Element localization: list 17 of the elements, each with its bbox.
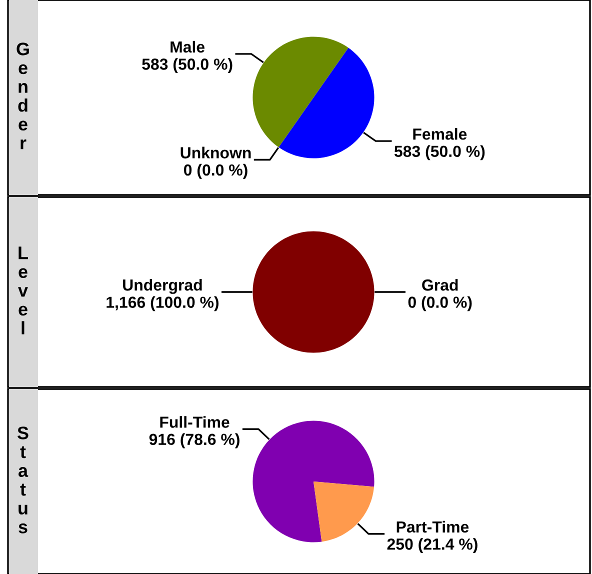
text: 0 (0.0 %)	[408, 296, 472, 312]
data-label: 1,166 (100.0 %)	[106, 296, 219, 312]
data-label: 583 (50.0 %)	[142, 58, 232, 74]
text: Gender	[16, 42, 29, 150]
data-label: 583 (50.0 %)	[394, 145, 485, 160]
data-label: 250 (21.4 %)	[387, 538, 478, 553]
text: Status	[17, 426, 28, 534]
text: Level	[18, 246, 28, 334]
legend-label: Grad	[422, 278, 458, 291]
legend-label: Unknown	[180, 146, 251, 158]
text: 0 (0.0 %)	[184, 164, 248, 179]
slice-label: Full-Time	[160, 416, 230, 428]
slice-label: Undergrad	[123, 278, 202, 294]
data-label: 916 (78.6 %)	[149, 433, 240, 448]
slice-label: Part-Time	[396, 520, 469, 533]
slice-label: Female	[413, 128, 467, 140]
slice-label: Male	[170, 40, 205, 53]
